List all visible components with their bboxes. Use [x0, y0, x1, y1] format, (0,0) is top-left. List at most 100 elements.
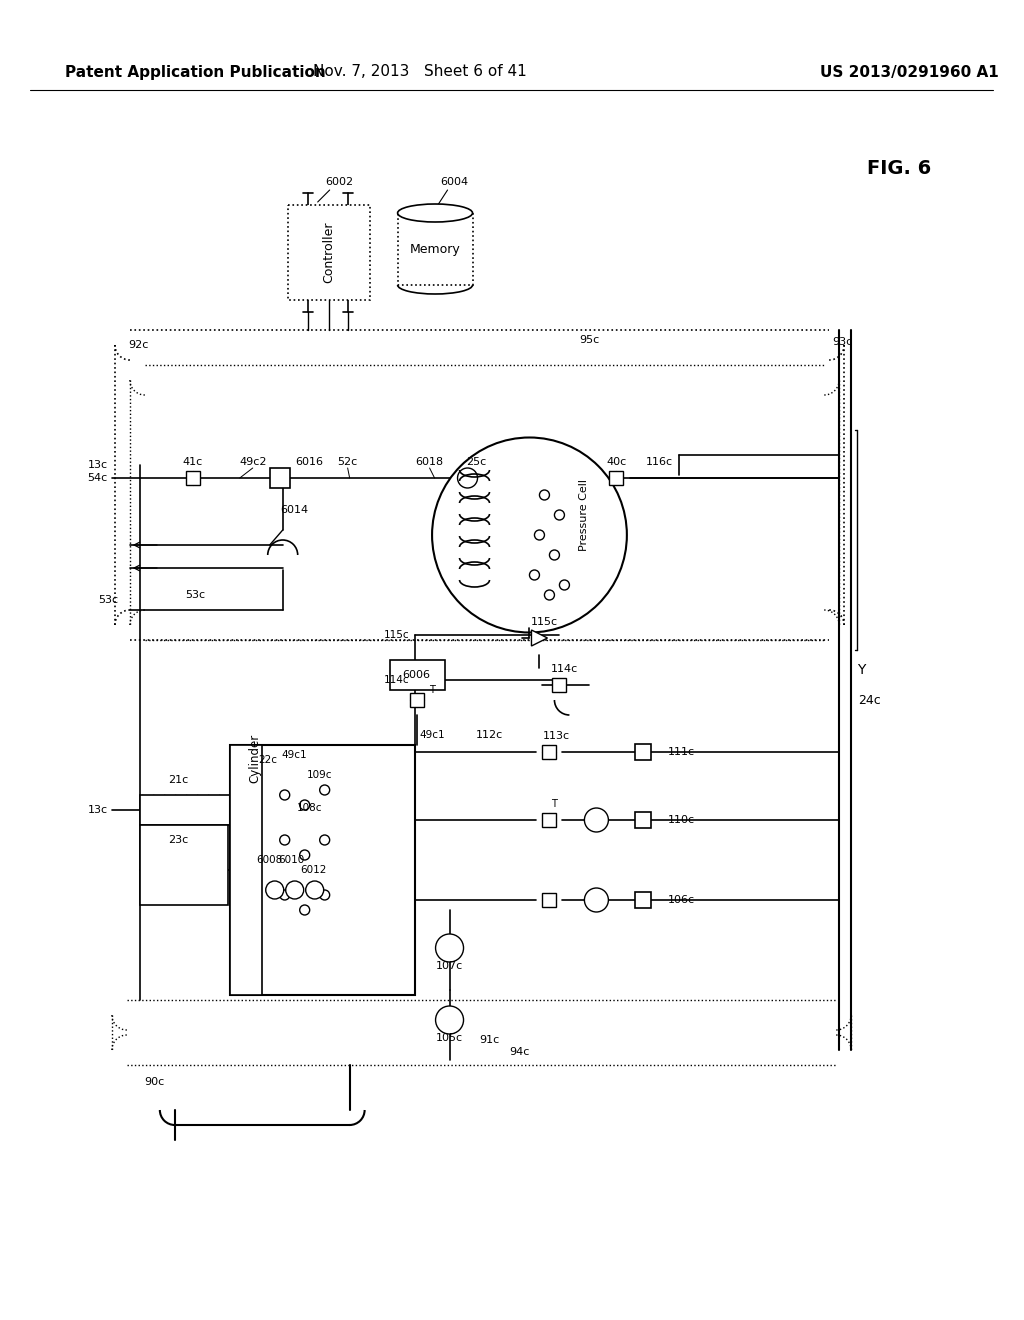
Text: 49c1: 49c1	[282, 750, 307, 760]
Circle shape	[300, 906, 309, 915]
Text: 25c: 25c	[466, 457, 486, 467]
Circle shape	[554, 510, 564, 520]
Text: 53c: 53c	[97, 595, 118, 605]
Text: 94c: 94c	[509, 1047, 529, 1057]
Bar	[229, 744, 262, 995]
Text: 54c: 54c	[88, 473, 108, 483]
Text: 116c: 116c	[646, 457, 673, 467]
Bar	[543, 813, 556, 828]
Text: 6010: 6010	[279, 855, 305, 865]
Circle shape	[540, 490, 550, 500]
Ellipse shape	[397, 205, 472, 222]
Bar	[609, 471, 624, 484]
Text: 49c2: 49c2	[239, 457, 266, 467]
Circle shape	[280, 789, 290, 800]
Circle shape	[266, 880, 284, 899]
Text: US 2013/0291960 A1: US 2013/0291960 A1	[820, 65, 998, 79]
Text: T: T	[429, 685, 434, 696]
Text: 95c: 95c	[580, 335, 599, 345]
Bar	[635, 892, 651, 908]
Bar	[397, 213, 472, 285]
Text: 23c: 23c	[168, 836, 188, 845]
Bar	[269, 469, 290, 488]
Text: 40c: 40c	[606, 457, 627, 467]
Text: 109c: 109c	[307, 770, 333, 780]
Text: 115c: 115c	[384, 630, 410, 640]
Bar	[229, 744, 415, 995]
Text: 52c: 52c	[338, 457, 357, 467]
Text: 112c: 112c	[476, 730, 503, 741]
Circle shape	[300, 800, 309, 810]
Bar	[635, 744, 651, 760]
Text: 6002: 6002	[326, 177, 353, 187]
Circle shape	[319, 836, 330, 845]
Text: Pressure Cell: Pressure Cell	[580, 479, 590, 550]
Text: 6004: 6004	[440, 177, 469, 187]
Text: 92c: 92c	[128, 341, 148, 350]
Circle shape	[535, 531, 545, 540]
Text: 111c: 111c	[668, 747, 694, 756]
Text: 41c: 41c	[182, 457, 203, 467]
Text: 115c: 115c	[530, 616, 558, 627]
Text: 22c: 22c	[258, 755, 278, 766]
Bar	[140, 825, 227, 906]
Bar	[543, 744, 556, 759]
Text: 93c: 93c	[833, 337, 852, 347]
Text: Memory: Memory	[410, 243, 461, 256]
Text: 6006: 6006	[402, 671, 430, 680]
Circle shape	[559, 579, 569, 590]
Circle shape	[280, 836, 290, 845]
Circle shape	[319, 785, 330, 795]
Circle shape	[286, 880, 304, 899]
Text: 114c: 114c	[384, 675, 410, 685]
Bar	[288, 205, 370, 300]
Circle shape	[458, 469, 477, 488]
Text: Patent Application Publication: Patent Application Publication	[65, 65, 326, 79]
Polygon shape	[531, 630, 548, 645]
Circle shape	[435, 1006, 464, 1034]
Text: Y: Y	[857, 663, 865, 677]
Circle shape	[300, 850, 309, 861]
Bar	[410, 693, 424, 708]
Text: 113c: 113c	[543, 731, 570, 741]
Text: 21c: 21c	[168, 775, 188, 785]
Text: 108c: 108c	[297, 803, 323, 813]
Text: 13c: 13c	[88, 459, 108, 470]
Text: 106c: 106c	[668, 895, 694, 906]
Circle shape	[435, 935, 464, 962]
Text: 114c: 114c	[551, 664, 579, 675]
Text: 107c: 107c	[436, 961, 463, 972]
Text: 6016: 6016	[296, 457, 324, 467]
Text: 53c: 53c	[184, 590, 205, 601]
Circle shape	[529, 570, 540, 579]
Text: 110c: 110c	[668, 814, 694, 825]
Circle shape	[585, 888, 608, 912]
Circle shape	[550, 550, 559, 560]
Ellipse shape	[432, 437, 627, 632]
Circle shape	[545, 590, 554, 601]
Text: 90c: 90c	[144, 1077, 165, 1086]
Text: Controller: Controller	[323, 222, 335, 284]
Text: T: T	[552, 799, 557, 809]
Text: 6008: 6008	[257, 855, 283, 865]
Text: 91c: 91c	[479, 1035, 500, 1045]
Bar	[389, 660, 444, 690]
Circle shape	[306, 880, 324, 899]
Text: 6012: 6012	[300, 865, 327, 875]
Text: FIG. 6: FIG. 6	[867, 158, 931, 177]
Bar	[543, 894, 556, 907]
Text: 13c: 13c	[88, 805, 108, 814]
Bar	[552, 678, 566, 692]
Text: Cylinder: Cylinder	[248, 734, 261, 783]
Circle shape	[280, 890, 290, 900]
Text: 6018: 6018	[416, 457, 443, 467]
Bar	[140, 795, 229, 825]
Circle shape	[319, 890, 330, 900]
Text: 49c1: 49c1	[420, 730, 445, 741]
Bar	[185, 471, 200, 484]
Text: Nov. 7, 2013   Sheet 6 of 41: Nov. 7, 2013 Sheet 6 of 41	[312, 65, 526, 79]
Text: 105c: 105c	[436, 1034, 463, 1043]
Text: 24c: 24c	[858, 693, 881, 706]
Bar	[635, 812, 651, 828]
Text: 6014: 6014	[281, 506, 309, 515]
